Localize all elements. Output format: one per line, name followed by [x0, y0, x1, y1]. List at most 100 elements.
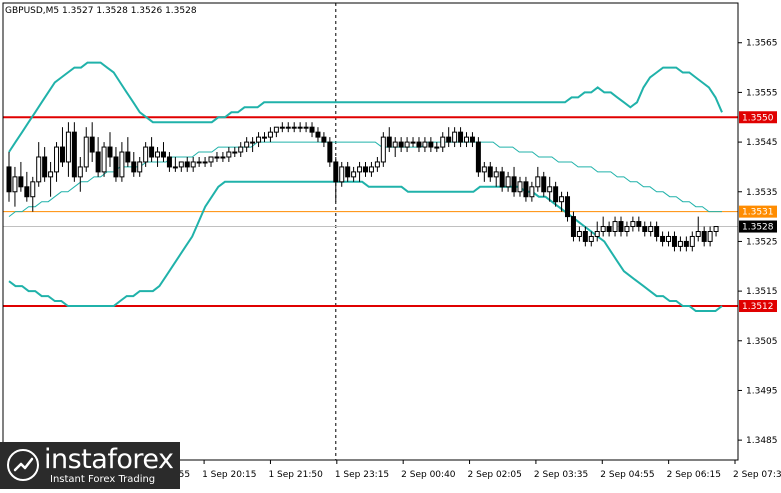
candle-body	[553, 186, 559, 203]
y-tick-label: 1.3495	[746, 386, 778, 396]
y-tick-label: 1.3515	[746, 287, 778, 297]
candle-body	[107, 146, 113, 158]
x-tick-label: 2 Sep 02:05	[468, 470, 522, 480]
candle-body	[386, 136, 392, 148]
candle-body	[83, 136, 89, 168]
candle-body	[101, 146, 107, 173]
candle-body	[6, 166, 12, 193]
candle-body	[113, 156, 119, 178]
candle-body	[374, 161, 380, 168]
candle-body	[446, 136, 452, 143]
candle-body	[523, 181, 529, 198]
candle-body	[570, 216, 576, 237]
candle-body	[339, 166, 345, 183]
candle-body	[660, 235, 666, 242]
candle-body	[582, 231, 588, 242]
candle-body	[695, 231, 701, 237]
x-tick-label: 2 Sep 00:40	[401, 470, 456, 480]
candle-body	[475, 141, 481, 173]
candle-body	[131, 161, 137, 173]
candle-body	[624, 226, 630, 232]
bollinger-upper-band	[8, 61, 723, 153]
candle-body	[505, 176, 511, 188]
candle-body	[517, 181, 523, 193]
candle-body	[464, 136, 470, 143]
candle-body	[190, 161, 196, 168]
candle-body	[155, 151, 161, 158]
candle-body	[618, 221, 624, 232]
candle-body	[576, 231, 582, 237]
candle-body	[357, 166, 363, 173]
candle-body	[487, 166, 493, 178]
candle-body	[202, 161, 208, 164]
x-tick-label: 1 Sep 23:15	[335, 470, 389, 480]
candle-body	[77, 166, 83, 178]
candle-body	[642, 226, 648, 232]
candle-body	[166, 156, 172, 168]
candle-body	[315, 131, 321, 138]
candle-body	[671, 235, 677, 247]
x-tick-label: 2 Sep 06:15	[667, 470, 721, 480]
level-price-label: 1.3550	[742, 113, 774, 123]
candle-body	[160, 151, 166, 158]
level-price-tag	[739, 300, 777, 313]
y-tick-label: 1.3545	[746, 138, 778, 148]
candle-body	[214, 156, 220, 159]
candle-body	[410, 141, 416, 144]
brand-name: instaforex	[44, 444, 174, 475]
y-tick-label: 1.3525	[746, 237, 778, 247]
candle-body	[297, 126, 303, 129]
candle-body	[196, 161, 202, 164]
bollinger-lower-band	[8, 180, 723, 312]
candle-body	[600, 226, 606, 232]
candle-body	[535, 176, 541, 188]
candle-body	[261, 136, 267, 139]
candle-body	[636, 221, 642, 228]
candle-body	[458, 131, 464, 143]
candle-body	[707, 231, 713, 242]
candle-body	[36, 156, 42, 183]
level-price-tag	[739, 111, 777, 124]
candle-body	[65, 131, 71, 163]
candle-body	[368, 166, 374, 173]
y-tick-label: 1.3555	[746, 88, 778, 98]
candle-body	[172, 166, 178, 169]
candle-body	[137, 161, 143, 173]
candle-body	[363, 166, 368, 173]
candle-body	[499, 171, 505, 188]
candle-body	[208, 156, 214, 163]
x-tick-label: 2 Sep 03:35	[534, 470, 588, 480]
y-tick-label: 1.3565	[746, 39, 778, 49]
candle-body	[630, 221, 636, 228]
candle-body	[30, 181, 36, 198]
x-tick-label: 1 Sep 21:50	[268, 470, 323, 480]
current-price-tag	[739, 220, 777, 233]
candle-body	[232, 151, 238, 154]
level-price-label: 1.3531	[742, 208, 774, 218]
candle-body	[469, 136, 475, 143]
candle-body	[327, 141, 333, 163]
candle-body	[612, 221, 618, 232]
y-tick-label: 1.3485	[746, 436, 778, 446]
candle-body	[529, 186, 535, 198]
candle-body	[398, 141, 404, 148]
candle-body	[666, 235, 672, 242]
candle-body	[701, 231, 707, 242]
candle-body	[303, 126, 309, 129]
brand-watermark: instaforex Instant Forex Trading	[0, 442, 180, 489]
candle-body	[588, 235, 594, 242]
candle-body	[285, 126, 291, 129]
candle-body	[392, 141, 398, 148]
candle-body	[416, 141, 422, 148]
x-tick-label: 2 Sep 07:35	[733, 470, 781, 480]
candle-body	[59, 146, 65, 163]
candle-body	[309, 126, 315, 133]
candle-body	[428, 141, 434, 148]
candle-body	[89, 136, 95, 153]
candle-body	[654, 226, 660, 237]
candle-body	[594, 231, 600, 237]
candle-body	[547, 186, 553, 193]
candle-body	[648, 226, 654, 232]
candle-body	[143, 146, 149, 163]
